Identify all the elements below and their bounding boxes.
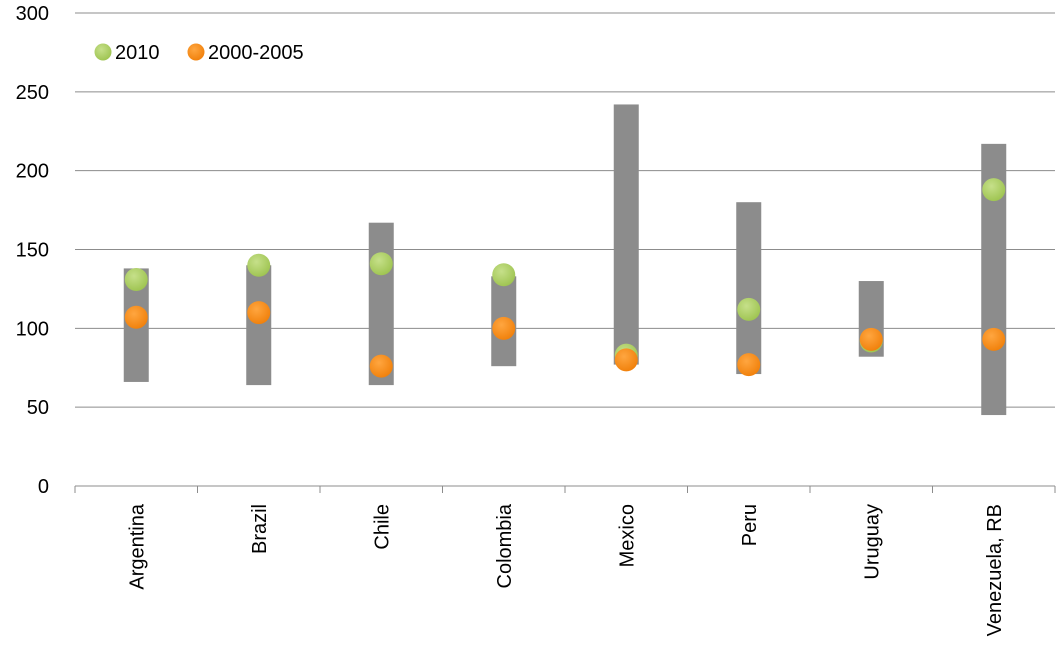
data-point [737, 297, 761, 321]
x-tick-label: Venezuela, RB [984, 504, 1006, 636]
x-tick-label: Mexico [616, 504, 638, 567]
data-point [492, 316, 516, 340]
data-point [614, 348, 638, 372]
x-axis [74, 485, 1056, 493]
data-point [369, 354, 393, 378]
y-tick-label: 300 [16, 3, 49, 25]
data-point [124, 267, 148, 291]
data-point [247, 301, 271, 325]
data-point [369, 252, 393, 276]
y-tick-label: 150 [16, 240, 49, 262]
legend-marker [94, 43, 112, 61]
y-tick-label: 200 [16, 161, 49, 183]
x-tick-label: Uruguay [861, 504, 883, 580]
x-tick-label: Chile [371, 504, 393, 550]
data-point [982, 178, 1006, 202]
data-point [737, 353, 761, 377]
x-tick-label: Peru [739, 504, 761, 546]
legend-label: 2000-2005 [208, 42, 304, 64]
data-point [982, 327, 1006, 351]
range-bar [613, 104, 639, 365]
data-points [124, 178, 1006, 378]
x-tick-label: Argentina [126, 503, 148, 589]
data-point [492, 263, 516, 287]
data-point [859, 327, 883, 351]
legend: 2010 2000-2005 [94, 42, 304, 64]
legend-label: 2010 [115, 42, 160, 64]
x-axis-tick-labels: Argentina Brazil Chile Colombia Mexico Peru Ur… [126, 503, 1006, 636]
gridlines [75, 12, 1055, 408]
x-tick-label: Colombia [494, 503, 516, 588]
data-point [247, 253, 271, 277]
x-tick-label: Brazil [249, 504, 271, 554]
range-bar [246, 265, 272, 386]
y-tick-label: 250 [16, 82, 49, 104]
data-point [124, 305, 148, 329]
y-tick-label: 100 [16, 318, 49, 340]
y-axis-tick-labels: 0 50 100 150 200 250 300 [16, 3, 49, 498]
y-tick-label: 50 [27, 397, 49, 419]
y-tick-label: 0 [38, 476, 49, 498]
legend-marker [187, 43, 205, 61]
range-bar [736, 202, 762, 375]
